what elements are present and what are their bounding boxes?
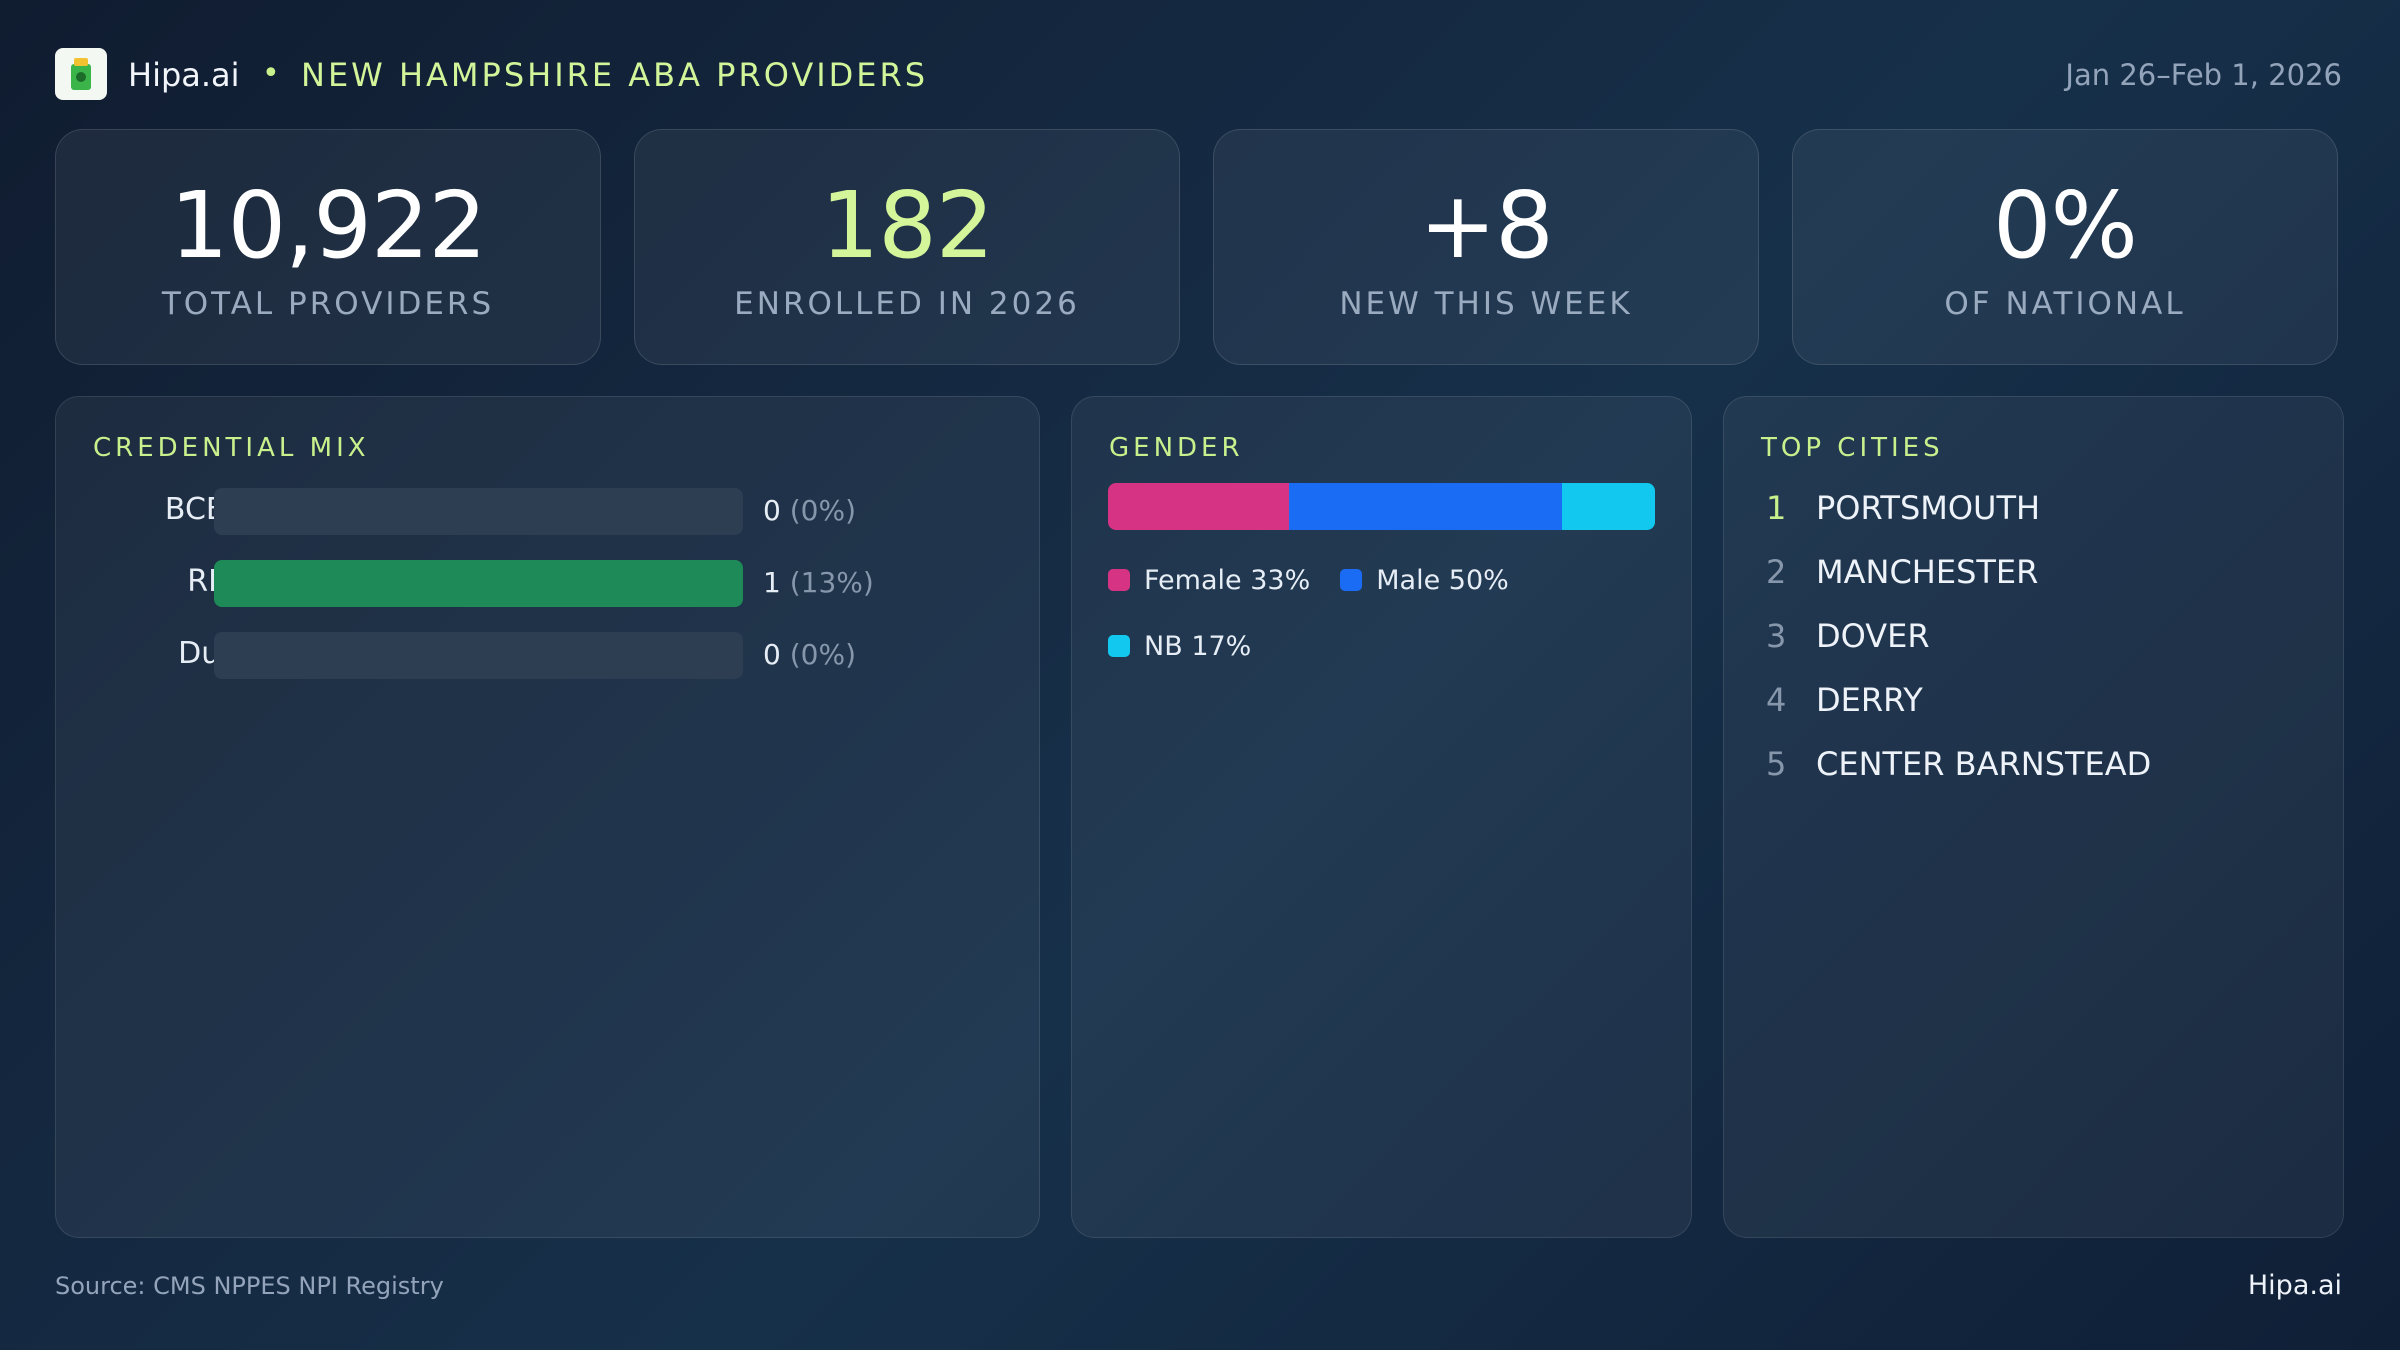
kpi-label: TOTAL PROVIDERS xyxy=(161,286,495,322)
kpi-card: +8 NEW THIS WEEK xyxy=(1213,129,1759,365)
gender-bar xyxy=(1108,483,1655,530)
legend-value: 33% xyxy=(1250,564,1311,596)
city-name: PORTSMOUTH xyxy=(1816,489,2041,527)
rank: 3 xyxy=(1766,617,1787,655)
panel-heading: TOP CITIES xyxy=(1761,433,1944,463)
brand[interactable]: Hipa.ai xyxy=(128,56,240,94)
kpi-value: +8 xyxy=(1419,172,1554,279)
date-range: Jan 26–Feb 1, 2026 xyxy=(2065,58,2342,92)
share: (0%) xyxy=(789,638,857,671)
rank: 2 xyxy=(1766,553,1787,591)
value-label: 1 (13%) xyxy=(763,566,874,599)
page-title: NEW HAMPSHIRE ABA PROVIDERS xyxy=(301,56,929,94)
bar-track xyxy=(214,488,743,535)
rank: 5 xyxy=(1766,745,1787,783)
source-note: Source: CMS NPPES NPI Registry xyxy=(55,1272,444,1300)
share: (0%) xyxy=(789,494,857,527)
legend-value: 50% xyxy=(1448,564,1509,596)
city-name: DERRY xyxy=(1816,681,1923,719)
city-name: DOVER xyxy=(1816,617,1930,655)
legend-value: 17% xyxy=(1191,630,1252,662)
share: (13%) xyxy=(789,566,874,599)
legend-name: NB xyxy=(1144,630,1183,662)
bar-segment xyxy=(1562,483,1655,530)
kpi-card: 182 ENROLLED IN 2026 xyxy=(634,129,1180,365)
cities-panel: TOP CITIES 1 PORTSMOUTH 2 MANCHESTER 3 DOVER 4… xyxy=(1723,396,2344,1238)
kpi-card: 0% OF NATIONAL xyxy=(1792,129,2338,365)
legend-swatch xyxy=(1340,569,1363,591)
kpi-value: 182 xyxy=(820,172,995,279)
bar xyxy=(214,560,743,607)
rank: 1 xyxy=(1766,489,1787,527)
legend-item: Male 50% xyxy=(1340,547,1509,613)
legend-swatch xyxy=(1108,635,1130,657)
panel-heading: GENDER xyxy=(1109,433,1244,463)
legend: Female 33% Male 50% NB 17% xyxy=(1108,547,1668,679)
bar-track xyxy=(214,560,743,607)
count: 1 xyxy=(763,566,781,599)
count: 0 xyxy=(763,638,781,671)
legend-item: NB 17% xyxy=(1108,613,1638,679)
legend-name: Female xyxy=(1144,564,1242,596)
kpi-value: 0% xyxy=(1993,172,2138,279)
rank: 4 xyxy=(1766,681,1787,719)
count: 0 xyxy=(763,494,781,527)
legend-item: Female 33% xyxy=(1108,547,1310,613)
value-label: 0 (0%) xyxy=(763,638,856,671)
legend-name: Male xyxy=(1376,564,1441,596)
logo xyxy=(55,48,107,100)
kpi-value: 10,922 xyxy=(170,172,487,279)
panel-heading: CREDENTIAL MIX xyxy=(93,433,370,463)
legend-swatch xyxy=(1108,569,1130,591)
bar-segment xyxy=(1288,483,1562,530)
kpi-card: 10,922 TOTAL PROVIDERS xyxy=(55,129,601,365)
city-name: CENTER BARNSTEAD xyxy=(1816,745,2152,783)
kpi-label: ENROLLED IN 2026 xyxy=(734,286,1080,322)
kpi-label: OF NATIONAL xyxy=(1944,286,2186,322)
gender-panel: GENDER Female 33% Male 50% NB 17% xyxy=(1071,396,1692,1238)
bar-track xyxy=(214,632,743,679)
kpi-label: NEW THIS WEEK xyxy=(1339,286,1633,322)
separator: • xyxy=(262,56,280,91)
city-name: MANCHESTER xyxy=(1816,553,2039,591)
value-label: 0 (0%) xyxy=(763,494,856,527)
bar-segment xyxy=(1108,483,1289,530)
footer-brand: Hipa.ai xyxy=(2247,1270,2342,1301)
